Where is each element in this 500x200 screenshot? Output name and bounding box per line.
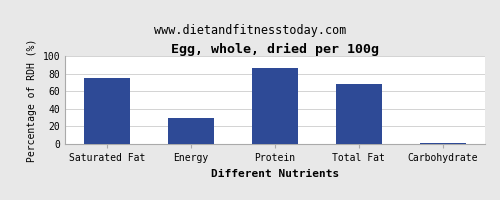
Bar: [420, 143, 466, 144]
Text: www.dietandfitnesstoday.com: www.dietandfitnesstoday.com: [154, 24, 346, 37]
Bar: [336, 84, 382, 144]
Bar: [168, 118, 214, 144]
Y-axis label: Percentage of RDH (%): Percentage of RDH (%): [27, 38, 37, 162]
X-axis label: Different Nutrients: Different Nutrients: [211, 169, 339, 179]
Bar: [84, 78, 130, 144]
Bar: [252, 68, 298, 144]
Title: Egg, whole, dried per 100g: Egg, whole, dried per 100g: [171, 43, 379, 56]
